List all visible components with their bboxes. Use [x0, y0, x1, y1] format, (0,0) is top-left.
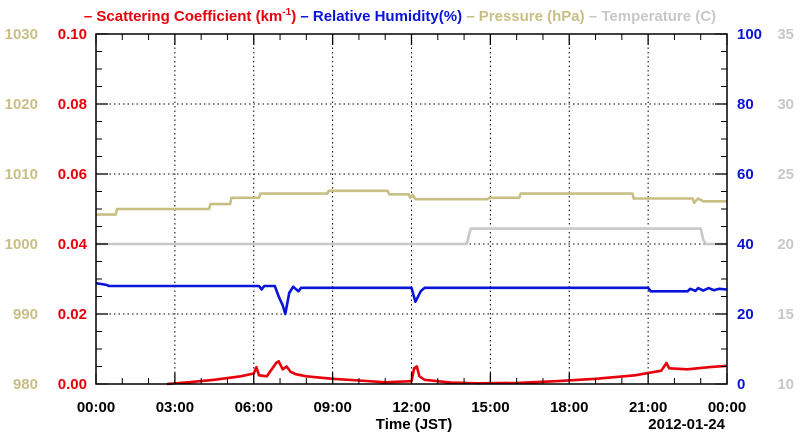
y-tick-label-pressure: 1000 [5, 236, 38, 253]
series-line-humidity [95, 281, 728, 316]
x-tick-label: 21:00 [629, 399, 667, 416]
y-tick-label-pressure: 1020 [5, 96, 38, 113]
series-line-pressure [96, 189, 727, 216]
legend-scattering: – Scattering Coefficient (km-1) [84, 7, 300, 25]
date-label: 2012-01-24 [648, 416, 725, 433]
y-tick-label-scattering: 0.06 [58, 166, 87, 183]
y-tick-label-scattering: 0.02 [58, 306, 87, 323]
axis-tick-labels: 00:00 03:00 06:00 09:00 12:00 15:00 18:00 21:00… [5, 26, 794, 416]
y-tick-label-scattering: 0.04 [58, 236, 88, 253]
y-tick-label-humidity: 20 [737, 306, 754, 323]
series-line-temperature [96, 227, 727, 246]
y-tick-label-scattering: 0.10 [58, 26, 87, 43]
y-tick-label-temperature: 25 [777, 166, 794, 183]
x-tick-label: 00:00 [708, 399, 746, 416]
x-tick-label: 15:00 [471, 399, 509, 416]
x-tick-label: 03:00 [156, 399, 194, 416]
y-tick-label-pressure: 980 [13, 376, 38, 393]
x-axis-label: Time (JST) [376, 416, 452, 433]
axis-ticks [95, 33, 728, 385]
y-tick-label-pressure: 990 [13, 306, 38, 323]
y-tick-label-temperature: 15 [777, 306, 794, 323]
y-tick-label-humidity: 100 [737, 26, 762, 43]
y-tick-label-humidity: 40 [737, 236, 754, 253]
y-tick-label-temperature: 30 [777, 96, 794, 113]
x-tick-label: 18:00 [550, 399, 588, 416]
y-tick-label-humidity: 80 [737, 96, 754, 113]
y-tick-label-pressure: 1010 [5, 166, 38, 183]
y-tick-label-scattering: 0.00 [58, 376, 87, 393]
y-tick-label-temperature: 10 [777, 376, 794, 393]
x-tick-label: 06:00 [235, 399, 273, 416]
y-tick-label-scattering: 0.08 [58, 96, 87, 113]
y-tick-label-humidity: 0 [737, 376, 745, 393]
x-tick-label: 09:00 [313, 399, 351, 416]
y-tick-label-humidity: 60 [737, 166, 754, 183]
x-tick-label: 12:00 [392, 399, 430, 416]
legend-humidity: – Relative Humidity(%) [300, 8, 466, 25]
y-tick-label-pressure: 1030 [5, 26, 38, 43]
y-tick-label-temperature: 35 [777, 26, 794, 43]
y-tick-label-temperature: 20 [777, 236, 794, 253]
chart-legend: – Scattering Coefficient (km-1) – Relati… [84, 7, 716, 25]
legend-temperature: – Temperature (C) [589, 8, 716, 25]
x-tick-label: 00:00 [77, 399, 115, 416]
legend-pressure: – Pressure (hPa) [466, 8, 589, 25]
